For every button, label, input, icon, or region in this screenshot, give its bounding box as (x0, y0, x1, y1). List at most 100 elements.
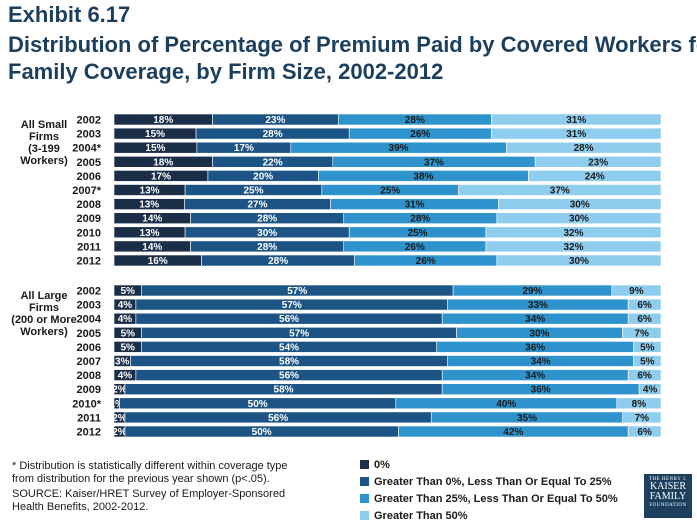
bar-segment (627, 312, 662, 325)
data-label: 5% (120, 286, 135, 297)
bar-segment (627, 298, 662, 311)
data-label: 4% (118, 300, 133, 311)
data-label: 32% (563, 228, 583, 239)
data-label: 35% (517, 413, 537, 424)
bar-segment (633, 355, 662, 367)
data-label: 26% (405, 242, 425, 253)
data-label: 14% (142, 242, 162, 253)
data-label: 36% (531, 385, 551, 396)
data-label: 37% (550, 186, 570, 197)
legend-item-0: 0% (360, 456, 618, 473)
data-label: 57% (287, 286, 307, 297)
group-label-line: Firms (29, 131, 59, 143)
data-label: 28% (268, 256, 288, 267)
data-label: 31% (566, 115, 586, 126)
group-label-line: (3-199 (28, 143, 60, 155)
data-label: 4% (643, 385, 658, 396)
chart-title-line1: Distribution of Percentage of Premium Pa… (8, 32, 697, 57)
y-tick-label: 2009 (77, 384, 101, 396)
data-label: 8% (632, 399, 647, 410)
y-tick-label: 2011 (77, 412, 101, 424)
data-label: 4% (118, 371, 133, 382)
source-note: SOURCE: Kaiser/HRET Survey of Employer-S… (12, 488, 286, 513)
data-label: 25% (380, 186, 400, 197)
bar-segment (534, 156, 662, 168)
data-label: 2% (112, 385, 127, 396)
y-tick-label: 2005 (77, 328, 101, 340)
legend: 0% Greater Than 0%, Less Than Or Equal T… (360, 456, 618, 524)
data-label: 33% (528, 300, 548, 311)
data-label: 13% (139, 200, 159, 211)
bar-segment (616, 397, 662, 410)
group-label-line: Workers) (20, 326, 68, 338)
data-label: 25% (408, 228, 428, 239)
bar-segment (491, 127, 662, 140)
data-label: 30% (529, 328, 549, 339)
data-label: 3% (115, 357, 130, 368)
data-label: 5% (640, 342, 655, 353)
data-label: 56% (279, 314, 299, 325)
data-label: 15% (145, 129, 165, 140)
bar-segment (622, 326, 662, 339)
group-label-line: All Large (20, 290, 67, 302)
bar-segment (627, 425, 662, 438)
data-label: 39% (389, 143, 409, 154)
data-label: 6% (637, 314, 652, 325)
data-label: 16% (148, 256, 168, 267)
data-label: 22% (263, 157, 283, 168)
data-label: 4% (118, 314, 133, 325)
group-label-line: (200 or More (11, 314, 76, 326)
bar-segment (638, 383, 662, 396)
data-label: 40% (496, 399, 516, 410)
data-label: 28% (263, 129, 283, 140)
bar-segment (622, 411, 662, 424)
logo-line4: FOUNDATION (649, 503, 687, 508)
y-tick-label: 2004 (77, 314, 102, 326)
data-label: 17% (234, 143, 254, 154)
y-tick-label: 2010* (72, 398, 101, 410)
footnote: * Distribution is statistically differen… (12, 460, 288, 485)
data-label: 28% (257, 214, 277, 225)
y-tick-label: 2012 (77, 256, 101, 268)
bar-segment (485, 240, 662, 253)
data-label: 30% (569, 256, 589, 267)
legend-item-1: Greater Than 0%, Less Than Or Equal To 2… (360, 473, 618, 490)
legend-swatch (360, 477, 369, 486)
chart-title-line2: Family Coverage, by Firm Size, 2002-2012 (8, 59, 444, 84)
data-label: 17% (151, 171, 171, 182)
data-label: 28% (405, 115, 425, 126)
legend-item-3: Greater Than 50% (360, 507, 618, 524)
y-tick-label: 2008 (77, 199, 101, 211)
data-label: 32% (563, 242, 583, 253)
y-tick-label: 2005 (77, 157, 101, 169)
data-label: 37% (424, 157, 444, 168)
y-tick-label: 2002 (77, 115, 101, 127)
logo-line3: FAMILY (649, 491, 687, 502)
data-label: 31% (566, 129, 586, 140)
data-label: 30% (569, 214, 589, 225)
legend-item-2: Greater Than 25%, Less Than Or Equal To … (360, 490, 618, 507)
y-tick-label: 2002 (77, 286, 101, 298)
bar-segment (498, 198, 662, 210)
data-label: 15% (145, 143, 165, 154)
y-tick-label: 2003 (77, 129, 101, 141)
data-label: 50% (248, 399, 268, 410)
data-label: 26% (416, 256, 436, 267)
data-label: 50% (252, 427, 272, 438)
legend-label: Greater Than 50% (374, 509, 468, 522)
data-label: 29% (522, 286, 542, 297)
data-label: 27% (248, 200, 268, 211)
data-label: 6% (637, 300, 652, 311)
data-label: 30% (257, 228, 277, 239)
kaiser-family-foundation-logo: THE HENRY J. KAISER FAMILY FOUNDATION (644, 474, 692, 518)
data-label: 36% (525, 342, 545, 353)
bar-segment (458, 184, 662, 196)
bar-segment (505, 141, 662, 154)
data-label: 38% (413, 171, 433, 182)
legend-label: 0% (374, 458, 390, 471)
legend-label: Greater Than 25%, Less Than Or Equal To … (374, 492, 618, 505)
bar-segment (528, 170, 662, 182)
data-label: 42% (503, 427, 523, 438)
data-label: 26% (410, 129, 430, 140)
